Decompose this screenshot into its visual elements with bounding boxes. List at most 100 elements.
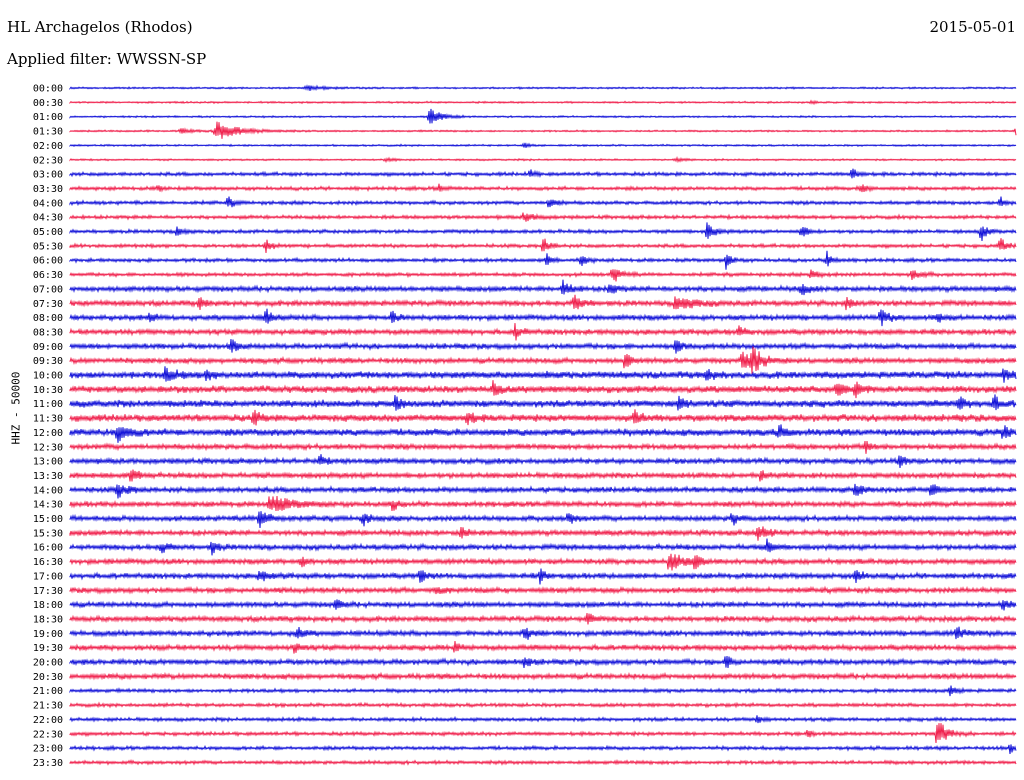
trace-row bbox=[69, 715, 1017, 724]
row-time-label: 02:30 bbox=[33, 155, 63, 166]
trace-row bbox=[69, 701, 1017, 709]
trace-row bbox=[69, 585, 1017, 595]
row-time-label: 14:30 bbox=[33, 500, 63, 511]
row-time-label: 13:30 bbox=[33, 471, 63, 482]
trace-row bbox=[69, 553, 1017, 571]
trace-row bbox=[69, 339, 1017, 354]
row-time-label: 01:00 bbox=[33, 112, 63, 123]
trace-row bbox=[69, 758, 1017, 766]
row-time-label: 01:30 bbox=[33, 127, 63, 138]
row-time-label: 20:00 bbox=[33, 658, 63, 669]
row-time-label: 17:30 bbox=[33, 586, 63, 597]
trace-row bbox=[69, 599, 1017, 611]
trace-row bbox=[69, 723, 1017, 744]
station-title: HL Archagelos (Rhodos) bbox=[7, 18, 193, 36]
trace-row bbox=[69, 121, 1017, 139]
row-time-label: 15:00 bbox=[33, 514, 63, 525]
trace-row bbox=[69, 626, 1017, 640]
trace-row bbox=[69, 308, 1017, 327]
trace-row bbox=[69, 222, 1017, 242]
trace-row bbox=[69, 279, 1017, 296]
trace-row bbox=[69, 612, 1017, 625]
row-time-label: 05:00 bbox=[33, 227, 63, 238]
row-time-label: 12:30 bbox=[33, 442, 63, 453]
row-time-label: 03:00 bbox=[33, 170, 63, 181]
trace-row bbox=[69, 323, 1017, 341]
row-time-label: 11:00 bbox=[33, 399, 63, 410]
row-time-label: 06:30 bbox=[33, 270, 63, 281]
trace-row bbox=[69, 155, 1017, 164]
trace-row bbox=[69, 108, 1017, 124]
trace-row bbox=[69, 568, 1017, 585]
row-time-label: 18:30 bbox=[33, 614, 63, 625]
row-time-label: 00:00 bbox=[33, 84, 63, 95]
trace-row bbox=[69, 269, 1017, 282]
row-time-label: 05:30 bbox=[33, 241, 63, 252]
trace-row bbox=[69, 454, 1017, 468]
trace-row bbox=[69, 469, 1017, 482]
trace-row bbox=[69, 671, 1017, 682]
trace-row bbox=[69, 84, 1017, 92]
row-time-label: 15:30 bbox=[33, 528, 63, 539]
row-time-label: 19:30 bbox=[33, 643, 63, 654]
row-time-label: 16:30 bbox=[33, 557, 63, 568]
trace-row bbox=[69, 366, 1017, 383]
row-time-label: 03:30 bbox=[33, 184, 63, 195]
row-time-label: 16:00 bbox=[33, 543, 63, 554]
row-time-label: 23:30 bbox=[33, 758, 63, 769]
row-time-label: 19:00 bbox=[33, 629, 63, 640]
row-time-label: 11:30 bbox=[33, 414, 63, 425]
trace-row bbox=[69, 424, 1017, 443]
row-time-label: 10:00 bbox=[33, 371, 63, 382]
trace-row bbox=[69, 380, 1017, 399]
row-time-label: 08:00 bbox=[33, 313, 63, 324]
trace-row bbox=[69, 640, 1017, 654]
date-label: 2015-05-01 bbox=[929, 18, 1016, 36]
trace-row bbox=[69, 238, 1017, 253]
row-time-label: 20:30 bbox=[33, 672, 63, 683]
trace-row bbox=[69, 409, 1017, 426]
row-time-label: 00:30 bbox=[33, 98, 63, 109]
trace-row bbox=[69, 538, 1017, 556]
row-time-label: 22:00 bbox=[33, 715, 63, 726]
trace-row bbox=[69, 346, 1017, 374]
row-time-label: 08:30 bbox=[33, 327, 63, 338]
trace-row bbox=[69, 183, 1017, 193]
trace-row bbox=[69, 99, 1017, 106]
trace-row bbox=[69, 294, 1017, 311]
row-time-label: 09:30 bbox=[33, 356, 63, 367]
row-time-label: 21:30 bbox=[33, 701, 63, 712]
row-time-label: 18:00 bbox=[33, 600, 63, 611]
trace-row bbox=[69, 168, 1017, 179]
row-time-label: 07:30 bbox=[33, 299, 63, 310]
trace-row bbox=[69, 526, 1017, 541]
row-time-label: 12:00 bbox=[33, 428, 63, 439]
trace-row bbox=[69, 142, 1017, 148]
row-time-label: 23:00 bbox=[33, 744, 63, 755]
row-time-label: 04:00 bbox=[33, 198, 63, 209]
trace-row bbox=[69, 495, 1017, 512]
trace-row bbox=[69, 212, 1017, 222]
row-time-label: 17:00 bbox=[33, 571, 63, 582]
row-time-label: 14:00 bbox=[33, 485, 63, 496]
row-time-label: 13:00 bbox=[33, 457, 63, 468]
trace-row bbox=[69, 685, 1017, 697]
trace-row bbox=[69, 394, 1017, 411]
row-time-label: 04:30 bbox=[33, 213, 63, 224]
row-time-label: 10:30 bbox=[33, 385, 63, 396]
row-time-label: 09:00 bbox=[33, 342, 63, 353]
row-time-label: 07:00 bbox=[33, 284, 63, 295]
trace-row bbox=[69, 196, 1017, 208]
row-time-label: 21:00 bbox=[33, 686, 63, 697]
trace-row bbox=[69, 511, 1017, 529]
filter-label: Applied filter: WWSSN-SP bbox=[7, 50, 207, 68]
trace-row bbox=[69, 440, 1017, 454]
row-time-label: 06:00 bbox=[33, 256, 63, 267]
trace-row bbox=[69, 744, 1017, 754]
trace-row bbox=[69, 656, 1017, 669]
trace-row bbox=[69, 483, 1017, 499]
row-time-label: 22:30 bbox=[33, 729, 63, 740]
row-time-label: 02:00 bbox=[33, 141, 63, 152]
trace-row bbox=[69, 250, 1017, 270]
